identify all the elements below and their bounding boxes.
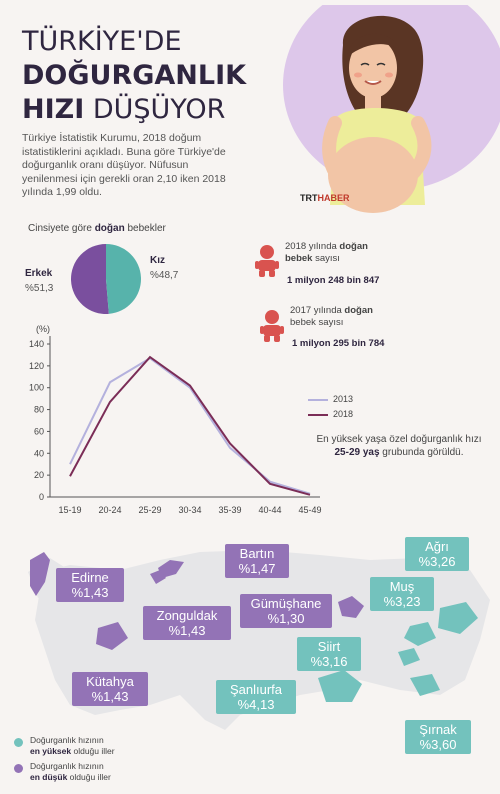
legend-line-2013 [308, 399, 328, 401]
region-mus [404, 622, 436, 646]
city-siirt: Siirt %3,16 [297, 637, 361, 671]
series-line-2013 [69, 357, 311, 495]
region-bartin [158, 560, 184, 578]
pie-slice-male [71, 244, 109, 314]
x-tick-label: 30-34 [178, 505, 201, 515]
legend-dot-low [14, 764, 23, 773]
y-tick-label: 40 [34, 448, 44, 458]
baby-icon [260, 310, 284, 342]
pie-label-female: Kız [150, 255, 165, 266]
region-agri [438, 602, 478, 634]
legend-high-text: Doğurganlık hızının en yüksek olduğu ille… [30, 735, 115, 756]
title-line-1: TÜRKİYE'DE [22, 26, 182, 57]
pie-value-female: %48,7 [150, 270, 179, 281]
births-2018-label: 2018 yılında doğan bebek sayısı [285, 241, 368, 264]
y-tick-label: 60 [34, 426, 44, 436]
legend-line-2018 [308, 414, 328, 416]
city-sirnak: Şırnak %3,60 [405, 720, 471, 754]
x-tick-label: 25-29 [138, 505, 161, 515]
region-gumushane [338, 596, 364, 618]
region-kutahya [96, 622, 128, 650]
x-tick-label: 15-19 [58, 505, 81, 515]
gender-pie-chart [71, 244, 142, 314]
x-tick-label: 35-39 [218, 505, 241, 515]
city-kutahya: Kütahya %1,43 [72, 672, 148, 706]
baby-icon [255, 245, 279, 277]
legend-label-2013: 2013 [333, 394, 354, 404]
city-agri: Ağrı %3,26 [405, 537, 469, 571]
y-tick-label: 20 [34, 470, 44, 480]
series-line-2018 [69, 355, 311, 496]
title-line-3: HIZI DÜŞÜYOR [22, 94, 226, 125]
chart-note: En yüksek yaşa özel doğurganlık hızı 25-… [316, 434, 482, 458]
births-2018-value: 1 milyon 248 bin 847 [287, 275, 380, 286]
region-sanliurfa [318, 670, 362, 702]
legend-dot-high [14, 738, 23, 747]
x-tick-label: 45-49 [298, 505, 321, 515]
x-tick-label: 20-24 [98, 505, 121, 515]
pie-caption: Cinsiyete göre doğan bebekler [28, 223, 166, 234]
births-2017-label: 2017 yılında doğan bebek sayısı [290, 305, 373, 328]
y-tick-label: 100 [29, 383, 44, 393]
region-edirne [30, 552, 50, 596]
city-zonguldak: Zonguldak %1,43 [143, 606, 231, 640]
pregnant-woman-illustration [283, 5, 500, 213]
y-tick-label: 120 [29, 361, 44, 371]
pie-value-male: %51,3 [25, 283, 54, 294]
city-gumushane: Gümüşhane %1,30 [240, 594, 332, 628]
legend-label-2018: 2018 [333, 409, 354, 419]
pie-label-male: Erkek [25, 268, 53, 279]
region-sirnak [410, 674, 440, 696]
intro-paragraph: Türkiye İstatistik Kurumu, 2018 doğum is… [22, 132, 226, 198]
city-edirne: Edirne %1,43 [56, 568, 124, 602]
city-mus: Muş %3,23 [370, 577, 434, 611]
y-tick-label: 140 [29, 339, 44, 349]
fertility-line-chart: (%) 0 20 40 60 80 100 120 140 15-19 20-24 25-29 30-3… [29, 324, 322, 515]
y-tick-label: 80 [34, 405, 44, 415]
y-axis-label: (%) [36, 324, 50, 334]
births-2017-value: 1 milyon 295 bin 784 [292, 338, 385, 349]
title-line-2: DOĞURGANLIK [22, 60, 247, 91]
pie-slice-female [106, 244, 142, 314]
x-tick-label: 40-44 [258, 505, 281, 515]
trt-haber-logo: TRTHABER [300, 193, 350, 203]
region-zonguldak [150, 570, 166, 584]
region-siirt [398, 648, 420, 666]
legend-low-text: Doğurganlık hızının en düşük olduğu iller [30, 761, 111, 782]
y-tick-label: 0 [39, 492, 44, 502]
city-sanliurfa: Şanlıurfa %4,13 [216, 680, 296, 714]
city-bartin: Bartın %1,47 [225, 544, 289, 578]
